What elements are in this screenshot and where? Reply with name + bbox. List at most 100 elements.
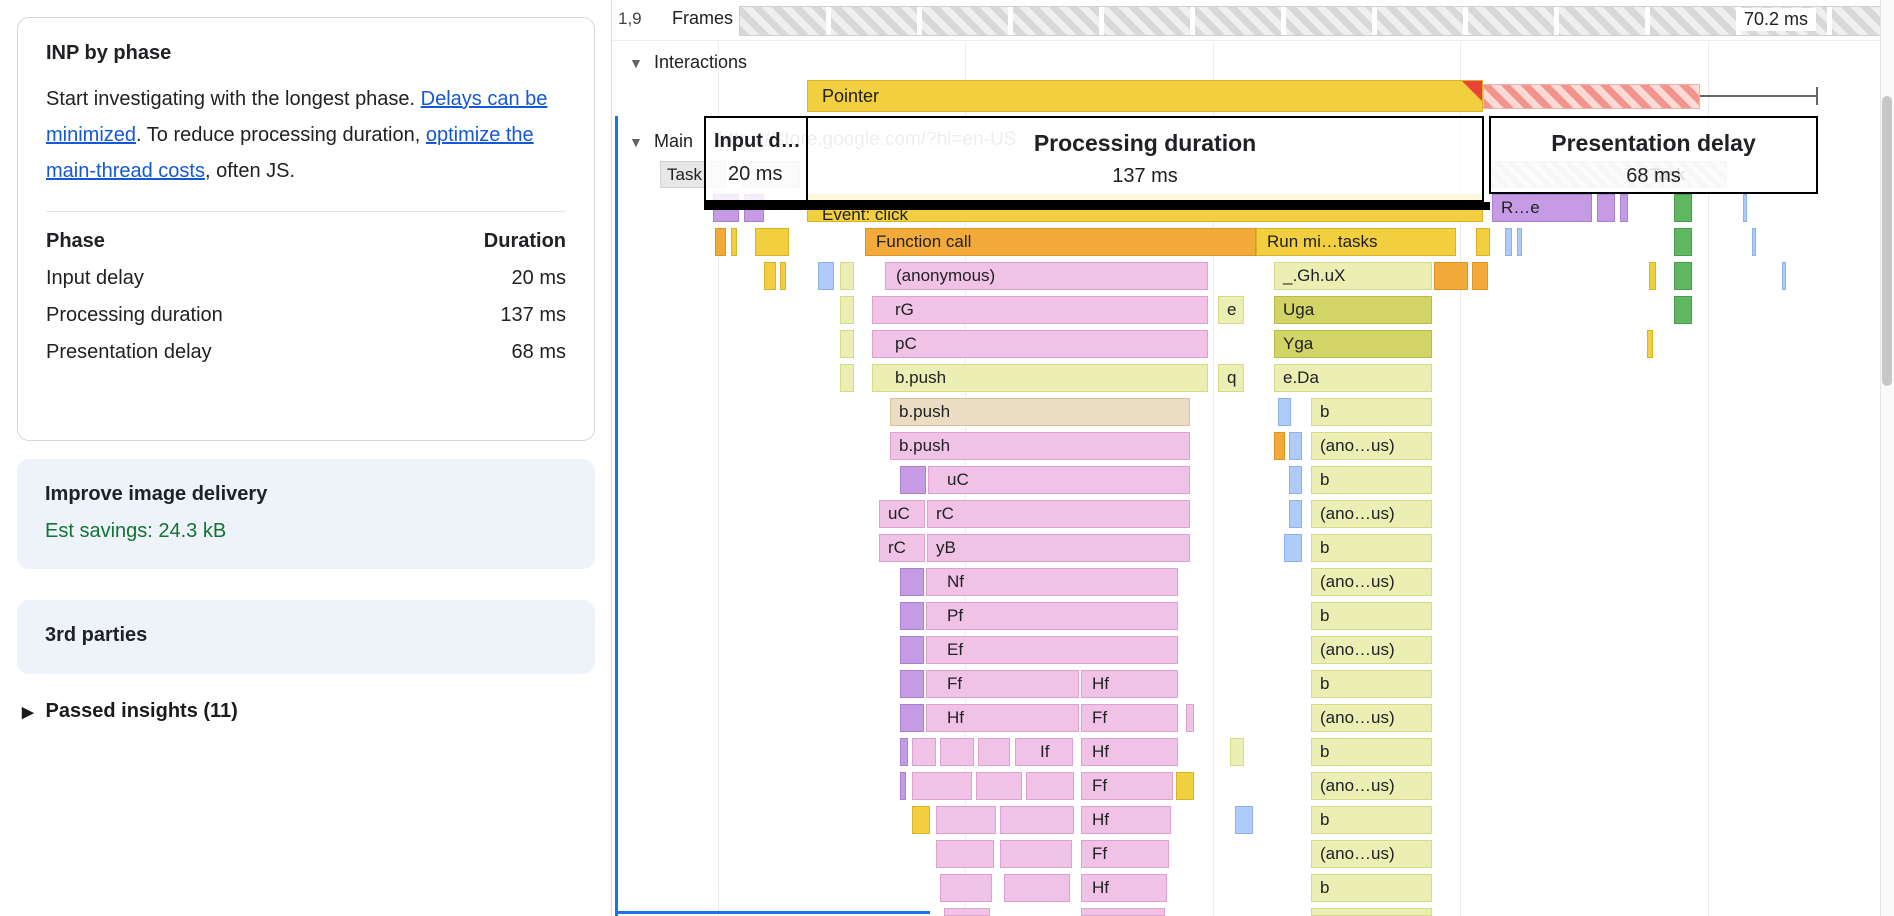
flame-bar-ff[interactable]: Ff (1081, 704, 1178, 732)
optimize-main-thread-link[interactable]: optimize the main-thread costs (46, 124, 534, 182)
flame-bar[interactable] (900, 704, 924, 732)
flame-bar[interactable] (900, 670, 924, 698)
collapse-triangle-icon[interactable]: ▼ (629, 134, 643, 150)
flame-bar-b[interactable]: b (1311, 874, 1432, 902)
inp-by-phase-card[interactable]: INP by phase Start investigating with th… (17, 17, 595, 441)
flame-bar[interactable] (1311, 908, 1432, 916)
flame-bar-b[interactable]: b (1311, 466, 1432, 494)
flame-bar-yga[interactable]: Yga (1274, 330, 1432, 358)
flame-bar[interactable] (1004, 874, 1070, 902)
flame-bar-ff[interactable]: Ff (926, 670, 1079, 698)
main-track-label[interactable]: Main (654, 131, 694, 151)
flame-bar-yb[interactable]: yB (927, 534, 1190, 562)
flame-bar[interactable] (764, 262, 776, 290)
flame-bar-ano-us[interactable]: (ano…us) (1311, 568, 1432, 596)
flame-bar-ano-us[interactable]: (ano…us) (1311, 432, 1432, 460)
flame-bar[interactable] (1752, 228, 1756, 256)
flame-bar[interactable] (1274, 432, 1285, 460)
flame-bar[interactable] (940, 874, 992, 902)
flame-bar[interactable] (900, 568, 924, 596)
flame-bar[interactable] (900, 602, 924, 630)
flame-bar[interactable] (1674, 262, 1692, 290)
flame-bar[interactable] (1289, 432, 1302, 460)
flame-bar-pf[interactable]: Pf (926, 602, 1178, 630)
flame-bar[interactable] (840, 330, 854, 358)
flame-bar-ff[interactable]: Ff (1081, 772, 1173, 800)
flame-bar-ano-us[interactable]: (ano…us) (1311, 704, 1432, 732)
flame-bar-ef[interactable]: Ef (926, 636, 1178, 664)
flame-bar-b[interactable]: b (1311, 398, 1432, 426)
flame-bar-b[interactable]: b (1311, 806, 1432, 834)
flame-bar[interactable] (840, 296, 854, 324)
improve-image-delivery-card[interactable]: Improve image delivery Est savings: 24.3… (17, 459, 595, 569)
flame-bar[interactable] (1647, 330, 1653, 358)
flame-bar[interactable] (1743, 194, 1747, 222)
flame-bar-ano-us[interactable]: (ano…us) (1311, 840, 1432, 868)
pointer-interaction-bar[interactable]: Pointer (807, 80, 1483, 112)
flame-bar-hf[interactable]: Hf (1081, 874, 1167, 902)
flame-bar[interactable] (1674, 228, 1692, 256)
flame-bar-pc[interactable]: pC (872, 330, 1208, 358)
flame-bar[interactable] (900, 738, 908, 766)
flame-bar-b-push[interactable]: b.push (890, 432, 1190, 460)
flame-bar-gh-ux[interactable]: _.Gh.uX (1274, 262, 1432, 290)
flame-bar[interactable] (1176, 772, 1194, 800)
flame-bar-anonymous[interactable]: (anonymous) (885, 262, 1208, 290)
flame-bar[interactable] (818, 262, 834, 290)
passed-insights-toggle[interactable]: ▶ Passed insights (11) (22, 700, 238, 723)
flame-bar[interactable] (1026, 772, 1074, 800)
flame-bar-hf[interactable]: Hf (1081, 670, 1178, 698)
flame-bar-if[interactable]: If (1015, 738, 1073, 766)
flame-bar-uc[interactable]: uC (879, 500, 925, 528)
flame-bar-ano-us[interactable]: (ano…us) (1311, 636, 1432, 664)
flame-bar[interactable] (840, 262, 854, 290)
flame-bar[interactable] (936, 840, 994, 868)
flame-bar-b-push[interactable]: b.push (890, 398, 1190, 426)
frames-track-label[interactable]: Frames (672, 8, 734, 28)
flame-bar-r-e[interactable]: R…e (1492, 194, 1592, 222)
flame-bar[interactable] (912, 738, 936, 766)
flame-bar[interactable] (940, 738, 974, 766)
flame-bar[interactable] (1284, 534, 1302, 562)
flame-bar-hf[interactable]: Hf (926, 704, 1079, 732)
flame-bar[interactable] (1230, 738, 1244, 766)
flame-bar[interactable] (1235, 806, 1253, 834)
flame-bar-function-call[interactable]: Function call (865, 228, 1256, 256)
flame-bar-rg[interactable]: rG (872, 296, 1208, 324)
flame-bar-b[interactable]: b (1311, 738, 1432, 766)
flame-bar[interactable] (912, 772, 972, 800)
flame-bar[interactable] (780, 262, 786, 290)
flame-bar-b[interactable]: b (1311, 534, 1432, 562)
flame-bar[interactable] (1289, 466, 1302, 494)
flame-bar[interactable] (1620, 194, 1628, 222)
flame-bar-q[interactable]: q (1218, 364, 1244, 392)
flame-bar[interactable] (1674, 296, 1692, 324)
flame-bar-b-push[interactable]: b.push (872, 364, 1208, 392)
flame-bar-b[interactable]: b (1311, 670, 1432, 698)
flame-bar-ano-us[interactable]: (ano…us) (1311, 500, 1432, 528)
flame-bar-e-da[interactable]: e.Da (1274, 364, 1432, 392)
flame-bar-nf[interactable]: Nf (926, 568, 1178, 596)
flame-bar-rc[interactable]: rC (927, 500, 1190, 528)
flame-bar[interactable] (840, 364, 854, 392)
delays-minimized-link[interactable]: Delays can be minimized (46, 88, 548, 146)
third-parties-card[interactable]: 3rd parties (17, 600, 595, 674)
flame-bar[interactable] (1517, 228, 1522, 256)
flame-bar[interactable] (1000, 806, 1074, 834)
flame-bar[interactable] (944, 908, 990, 916)
flame-bar[interactable] (1476, 228, 1490, 256)
flame-bar[interactable] (900, 772, 906, 800)
flame-bar[interactable] (755, 228, 789, 256)
flame-bar-hf[interactable]: Hf (1081, 738, 1178, 766)
collapse-triangle-icon[interactable]: ▼ (629, 55, 643, 71)
flame-bar[interactable] (900, 466, 926, 494)
flame-bar[interactable] (936, 806, 996, 834)
flame-bar-e[interactable]: e (1218, 296, 1244, 324)
flame-bar[interactable] (1186, 704, 1194, 732)
flame-bar-uc[interactable]: uC (928, 466, 1190, 494)
flame-bar-ano-us[interactable]: (ano…us) (1311, 772, 1432, 800)
flame-bar-uga[interactable]: Uga (1274, 296, 1432, 324)
flame-bar[interactable] (1505, 228, 1512, 256)
flame-bar[interactable] (731, 228, 737, 256)
flame-bar-run-mi-tasks[interactable]: Run mi…tasks (1256, 228, 1456, 256)
